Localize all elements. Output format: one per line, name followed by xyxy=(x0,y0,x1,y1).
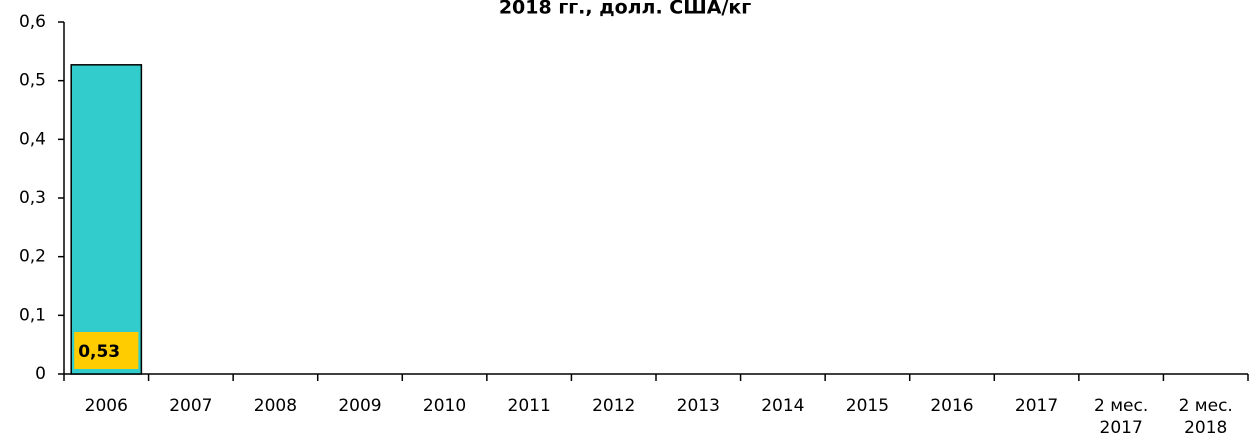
y-tick-label: 0,3 xyxy=(19,188,46,208)
x-tick-label: 2009 xyxy=(338,396,382,416)
x-tick-label: 2012 xyxy=(592,396,636,416)
chart-title: 2018 гг., долл. США/кг xyxy=(499,0,751,19)
x-tick-label: 2007 xyxy=(169,396,213,416)
y-tick-label: 0,5 xyxy=(19,71,46,91)
x-tick-label: 2008 xyxy=(253,396,298,416)
x-tick-label: 2017 xyxy=(1014,396,1059,416)
x-tick-label: 2 мес. 2017 xyxy=(1094,396,1149,438)
y-tick-label: 0 xyxy=(35,364,46,384)
x-tick-label: 2016 xyxy=(930,396,974,416)
y-tick-label: 0,1 xyxy=(19,305,46,325)
x-tick-label: 2006 xyxy=(84,396,128,416)
y-tick-label: 0,4 xyxy=(19,129,46,149)
y-tick-label: 0,2 xyxy=(19,247,46,267)
data-label-box xyxy=(74,332,139,369)
data-label: 0,53 xyxy=(78,342,120,362)
x-tick-label: 2014 xyxy=(761,396,805,416)
x-tick-label: 2015 xyxy=(845,396,890,416)
y-tick-label: 0,6 xyxy=(19,12,46,32)
x-tick-label: 2011 xyxy=(507,396,551,416)
x-tick-label: 2 мес. 2018 xyxy=(1178,396,1233,438)
bar xyxy=(70,64,143,375)
x-tick-label: 2010 xyxy=(422,396,467,416)
x-tick-label: 2013 xyxy=(676,396,720,416)
